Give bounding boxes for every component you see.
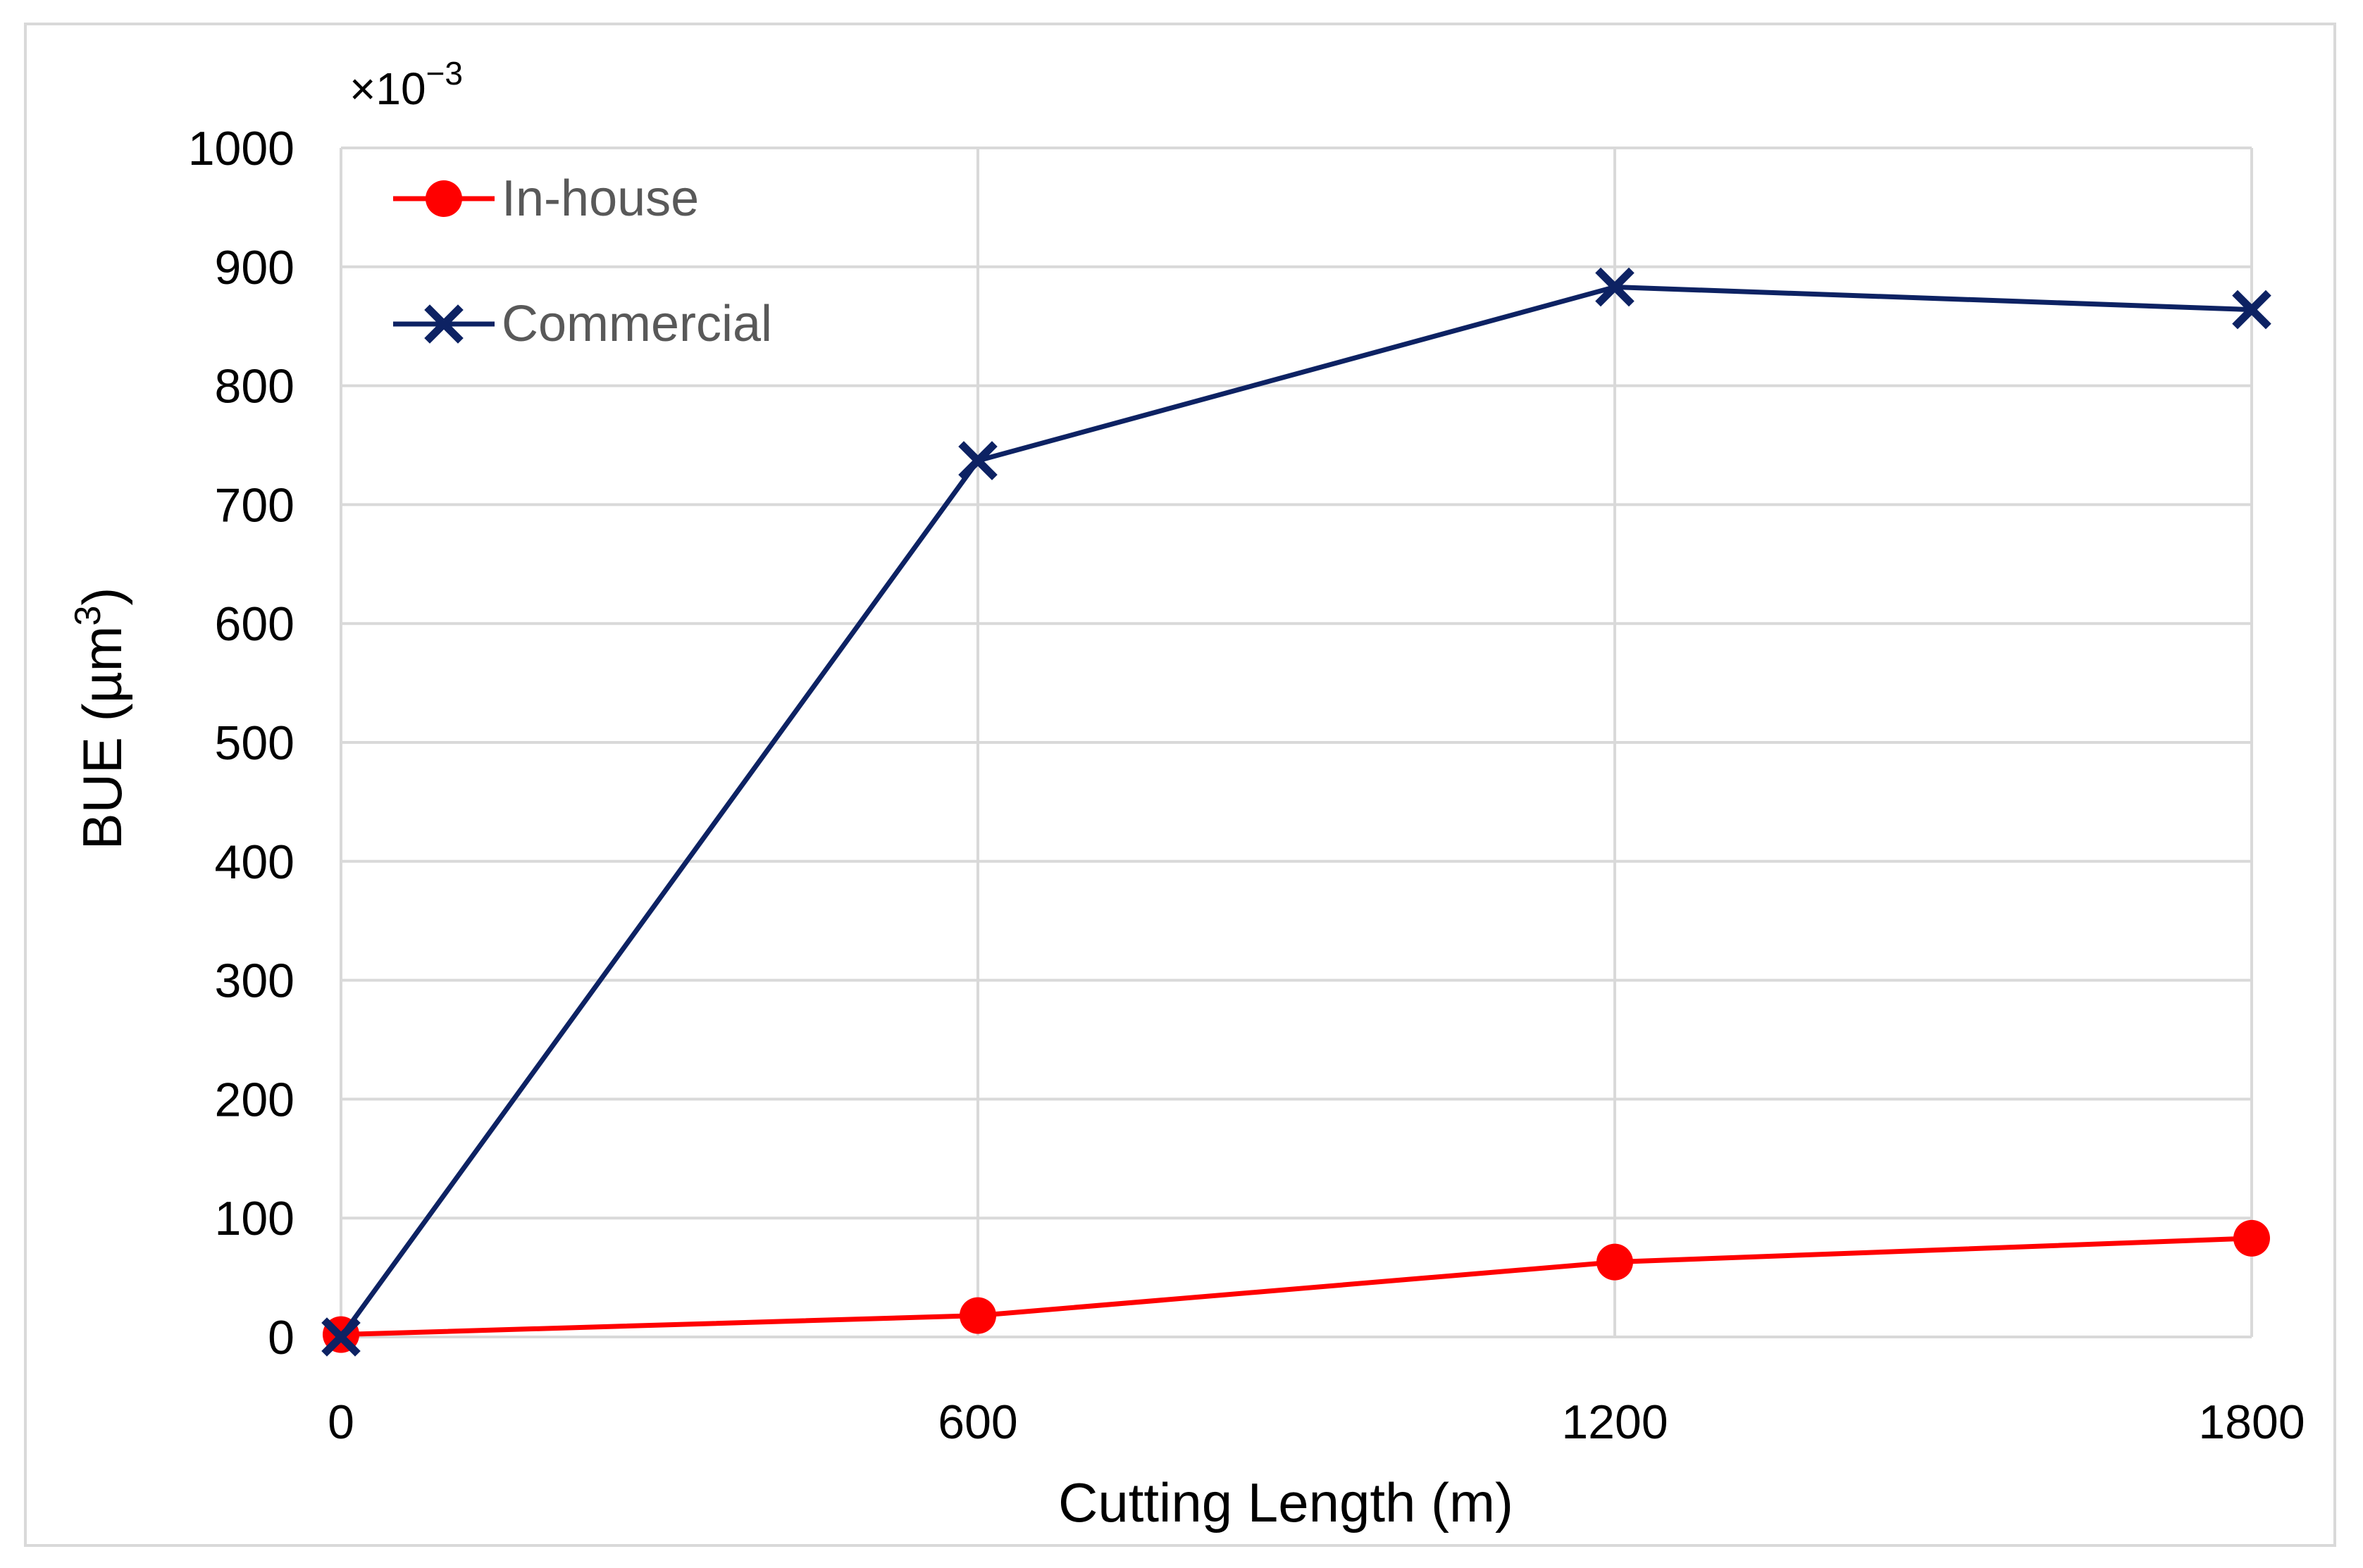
legend-item-commercial: Commercial [393,296,772,352]
scale-factor-base: ×10 [349,63,426,114]
x-tick-label: 1200 [1561,1395,1668,1449]
chart-border [24,23,2336,1547]
y-tick-label: 400 [215,835,294,889]
y-axis-tick-labels: 0 100 200 300 400 500 600 700 800 900 1000 [188,122,294,1364]
x-axis-tick-labels: 0 600 1200 1800 [328,1395,2305,1449]
y-tick-label: 1000 [188,122,294,175]
legend-x-marker-icon [424,304,464,344]
y-tick-label: 700 [215,478,294,532]
legend-label-commercial: Commercial [502,296,772,352]
data-point-in-house [2233,1219,2270,1257]
y-tick-label: 500 [215,716,294,770]
data-point-commercial [321,1317,361,1357]
y-tick-label: 600 [215,597,294,651]
x-axis-title: Cutting Length (m) [1058,1471,1513,1533]
data-point-commercial [958,441,998,480]
gridlines [340,147,2253,1338]
data-point-in-house [1596,1243,1633,1281]
scale-factor-exponent: −3 [426,55,463,92]
x-tick-label: 1800 [2198,1395,2305,1449]
legend: In-house Commercial [393,170,772,352]
legend-item-in-house: In-house [393,170,699,227]
data-point-in-house [960,1297,996,1334]
y-tick-label: 800 [215,360,294,413]
y-axis-title-main: BUE (µm [71,626,133,850]
data-point-commercial [2232,290,2271,330]
legend-circle-marker-icon [426,180,462,217]
x-tick-label: 0 [328,1395,354,1449]
series-line-commercial [339,284,2252,1339]
y-tick-label: 300 [215,954,294,1008]
svg-text:×10−3: ×10−3 [349,55,463,114]
y-tick-label: 200 [215,1073,294,1126]
y-tick-label: 900 [215,241,294,294]
x-tick-label: 600 [938,1395,1017,1449]
scale-factor-label: ×10−3 [349,55,463,114]
y-axis-title: BUE (µm3) [68,587,133,850]
data-series [321,267,2271,1357]
y-tick-label: 100 [215,1192,294,1245]
legend-label-in-house: In-house [502,170,699,227]
y-axis-title-end: ) [71,587,133,606]
series-commercial [321,267,2271,1357]
data-point-commercial [1595,267,1635,307]
y-axis-title-superscript: 3 [68,606,108,626]
y-tick-label: 0 [268,1311,294,1364]
series-line-in-house [340,1236,2252,1338]
